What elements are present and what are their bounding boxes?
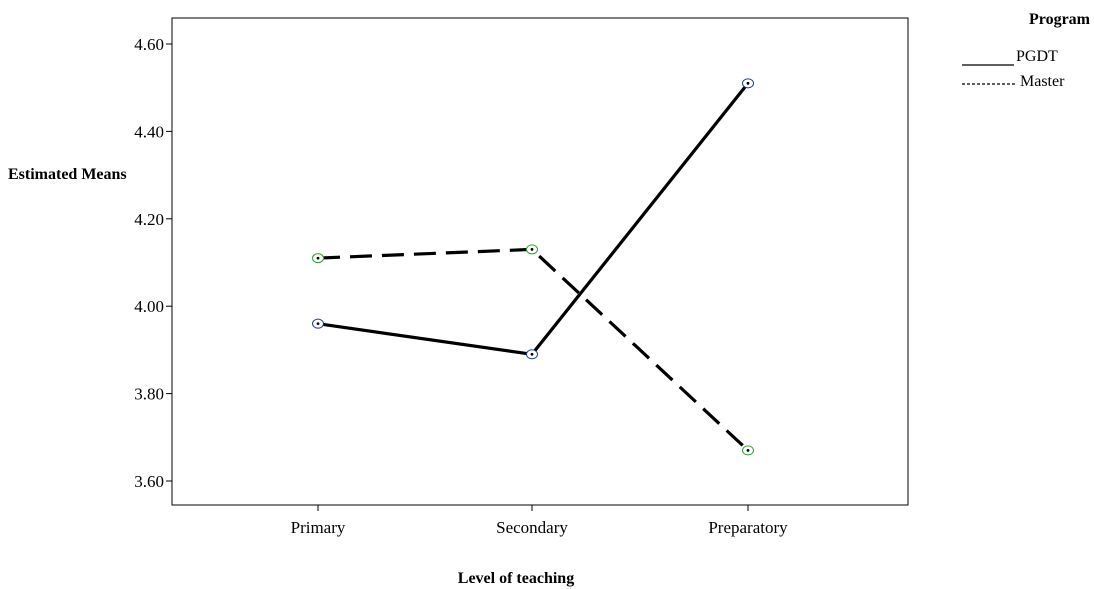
y-tick-label: 4.20 bbox=[134, 210, 164, 229]
series-layer bbox=[312, 78, 754, 456]
x-axis: Primary Secondary Preparatory bbox=[291, 505, 788, 537]
legend-title: Program bbox=[1029, 11, 1091, 28]
y-axis-title: Estimated Means bbox=[8, 166, 127, 183]
legend-label-pgdt: PGDT bbox=[1016, 48, 1058, 65]
y-tick-label: 3.60 bbox=[134, 472, 164, 491]
data-point-center bbox=[746, 81, 750, 85]
data-point-center bbox=[530, 247, 534, 251]
data-point-center bbox=[746, 449, 750, 452]
x-tick-label: Primary bbox=[291, 518, 346, 537]
x-axis-title: Level of teaching bbox=[458, 570, 574, 587]
x-tick-label: Secondary bbox=[496, 518, 568, 537]
series-line-master bbox=[317, 247, 750, 452]
plot-frame bbox=[171, 17, 909, 506]
legend-label-master: Master bbox=[1020, 73, 1065, 90]
data-point-center bbox=[316, 256, 320, 260]
data-point-center bbox=[530, 352, 534, 356]
y-axis: 3.60 3.80 4.00 4.20 4.40 4.60 bbox=[134, 35, 172, 491]
data-point-center bbox=[316, 322, 320, 326]
y-tick-label: 4.40 bbox=[134, 122, 164, 141]
y-tick-label: 4.60 bbox=[134, 35, 164, 54]
y-tick-label: 4.00 bbox=[134, 297, 164, 316]
y-tick-label: 3.80 bbox=[134, 385, 164, 404]
series-line-pgdt bbox=[317, 82, 750, 357]
x-tick-label: Preparatory bbox=[708, 518, 788, 537]
